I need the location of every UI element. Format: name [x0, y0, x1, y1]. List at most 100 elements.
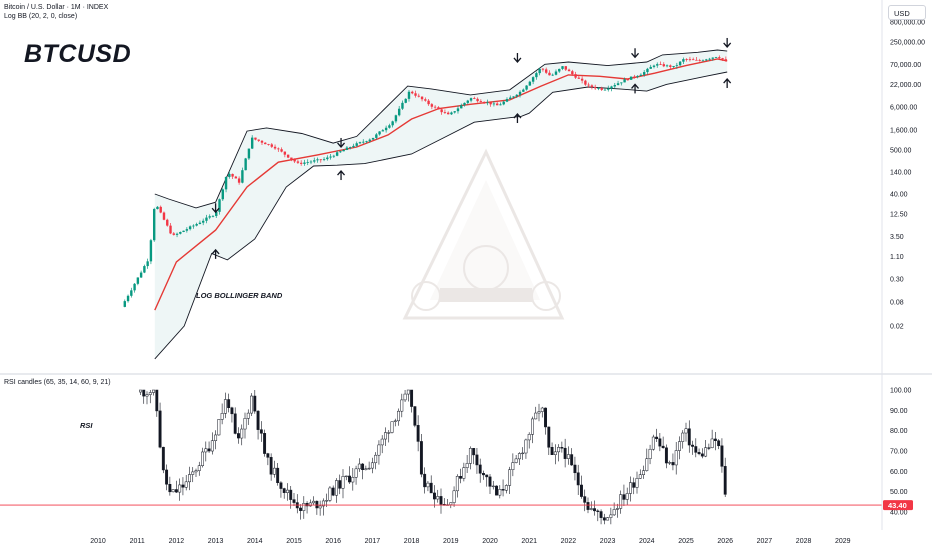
rsi-candle-body [713, 438, 717, 441]
price-candle-body [143, 266, 146, 273]
price-tick-label: 1,600.00 [890, 127, 917, 134]
rsi-candle-body [413, 406, 417, 426]
rsi-candle-body [403, 393, 407, 401]
signal-arrow-down [337, 137, 346, 148]
rsi-candle-body [468, 448, 472, 464]
rsi-candle-body [348, 475, 351, 483]
symbol-header: Bitcoin / U.S. Dollar · 1M · INDEX [4, 4, 109, 11]
rsi-candle-body [178, 484, 182, 493]
rsi-candle-body [586, 502, 590, 510]
bollinger-band-layer [154, 49, 728, 360]
rsi-candle-body [593, 508, 596, 512]
price-candle-body [179, 231, 182, 234]
rsi-candle-body [707, 447, 711, 449]
rsi-candle-body [658, 438, 662, 447]
price-candle-body [139, 272, 143, 278]
rsi-candle-body [217, 419, 221, 436]
price-candle-body [329, 156, 332, 158]
rsi-candle-body [521, 452, 525, 455]
price-candle-body [695, 59, 698, 61]
price-candle-body [453, 111, 456, 113]
rsi-candle-body [504, 485, 508, 491]
rsi-candle-body [380, 438, 384, 446]
price-candle-body [296, 161, 300, 163]
price-candle-body [231, 173, 234, 177]
currency-button[interactable]: USD [888, 5, 926, 20]
price-candle-body [430, 104, 434, 107]
rsi-candle-body [168, 484, 172, 493]
rsi-candle-body [253, 395, 257, 412]
price-candle-body [610, 86, 613, 89]
price-candle-body [642, 72, 646, 75]
chart-title: BTCUSD [24, 40, 132, 68]
rsi-candle-body [377, 444, 381, 456]
rsi-candle-body [139, 389, 142, 393]
price-candle-body [495, 103, 499, 106]
rsi-candle-body [524, 439, 528, 454]
price-candle-body [290, 157, 293, 160]
price-candle-body [554, 71, 558, 75]
rsi-candle-body [553, 451, 557, 455]
rsi-candle-body [514, 458, 518, 463]
time-tick-label: 2019 [443, 538, 459, 545]
rsi-candle-body [315, 500, 319, 509]
price-candle-body [656, 64, 659, 66]
price-candle-body [133, 283, 136, 291]
price-candle-body [342, 149, 345, 152]
price-candle-body [509, 97, 512, 100]
price-candle-body [424, 99, 427, 101]
price-candle-body [518, 91, 522, 95]
price-candle-body [685, 59, 688, 60]
rsi-candle-body [547, 426, 551, 448]
rsi-candle-body [171, 489, 175, 493]
signal-arrow-up [211, 248, 220, 259]
rsi-candle-body [308, 502, 312, 507]
rsi-candle-body [250, 395, 253, 414]
rsi-candle-body [599, 511, 603, 518]
rsi-candle-body [387, 432, 391, 434]
price-candle-body [130, 290, 133, 296]
time-tick-label: 2020 [482, 538, 498, 545]
rsi-candle-body [589, 508, 593, 510]
rsi-candle-body [717, 440, 721, 447]
rsi-candle-body [286, 489, 289, 493]
price-candle-body [479, 101, 483, 103]
price-candle-body [270, 144, 273, 147]
price-tick-label: 6,000.00 [890, 104, 917, 111]
rsi-candle-body [272, 467, 276, 475]
price-candle-body [358, 142, 362, 144]
price-candle-body [368, 139, 371, 142]
rsi-candle-body [191, 471, 195, 475]
price-candle-body [633, 76, 636, 78]
rsi-candle-body [488, 476, 492, 487]
rsi-candle-body [214, 434, 218, 441]
price-candle-body [718, 57, 721, 59]
price-candle-body [698, 60, 701, 61]
rsi-candle-body [299, 507, 302, 511]
rsi-candle-body [325, 500, 329, 502]
band-label: LOG BOLLINGER BAND [196, 291, 283, 300]
rsi-candle-body [632, 482, 636, 488]
rsi-candle-body [155, 389, 159, 412]
rsi-candle-body [629, 482, 632, 494]
price-candle-body [600, 88, 603, 90]
price-candle-body [185, 229, 189, 231]
rsi-candle-body [694, 446, 698, 453]
price-candle-body [319, 159, 322, 161]
price-candle-body [672, 65, 675, 67]
price-candle-body [443, 112, 447, 113]
arrow-head [513, 113, 522, 119]
rsi-candle-body [550, 447, 554, 455]
price-candle-body [665, 65, 669, 67]
time-tick-label: 2029 [835, 538, 851, 545]
rsi-candle-body [243, 418, 247, 430]
rsi-candle-body [697, 452, 701, 455]
price-candle-body [237, 178, 241, 183]
price-candle-body [355, 143, 358, 146]
rsi-candle-body [400, 399, 404, 412]
price-candle-body [407, 91, 411, 99]
rsi-candle-body [289, 489, 293, 500]
rsi-candle-body [305, 503, 309, 507]
price-candle-layer [123, 55, 728, 308]
price-candle-body [267, 144, 270, 145]
